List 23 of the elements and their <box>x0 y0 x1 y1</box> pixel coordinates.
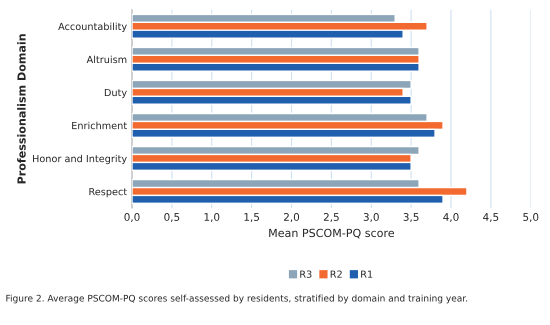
x-tick-label: 0,5 <box>164 213 180 222</box>
x-tick-label: 3,0 <box>364 213 379 222</box>
y-tick-label: Duty <box>104 88 127 98</box>
x-tick-label: 1,0 <box>204 213 220 222</box>
y-tick-label: Respect <box>89 188 127 198</box>
caption: Figure 2. Average PSCOM-PQ scores self-assessed by residents, stratified by domain and training year. <box>6 294 468 304</box>
legend-label: R1 <box>361 270 372 278</box>
x-tick-label: 5,0 <box>523 213 538 222</box>
x-tick-label: 2,5 <box>324 213 339 222</box>
x-axis-title: Mean PSCOM-PQ score <box>269 228 394 238</box>
x-tick-label: 2,0 <box>284 213 300 222</box>
legend-label: R3 <box>300 270 312 278</box>
x-tick-label: 4,5 <box>483 213 498 222</box>
x-tick-label: 1,5 <box>244 213 259 222</box>
y-tick-label: Altruism <box>86 56 126 64</box>
y-axis-title: Professionalism Domain <box>17 34 26 184</box>
legend-label: R2 <box>330 270 342 278</box>
y-tick-label: Honor and Integrity <box>32 154 127 164</box>
x-tick-label: 0,0 <box>124 213 140 222</box>
x-tick-label: 3,5 <box>404 213 418 222</box>
y-tick-label: Enrichment <box>72 122 127 130</box>
x-tick-label: 4,0 <box>443 213 459 222</box>
y-tick-label: Accountability <box>58 22 127 32</box>
